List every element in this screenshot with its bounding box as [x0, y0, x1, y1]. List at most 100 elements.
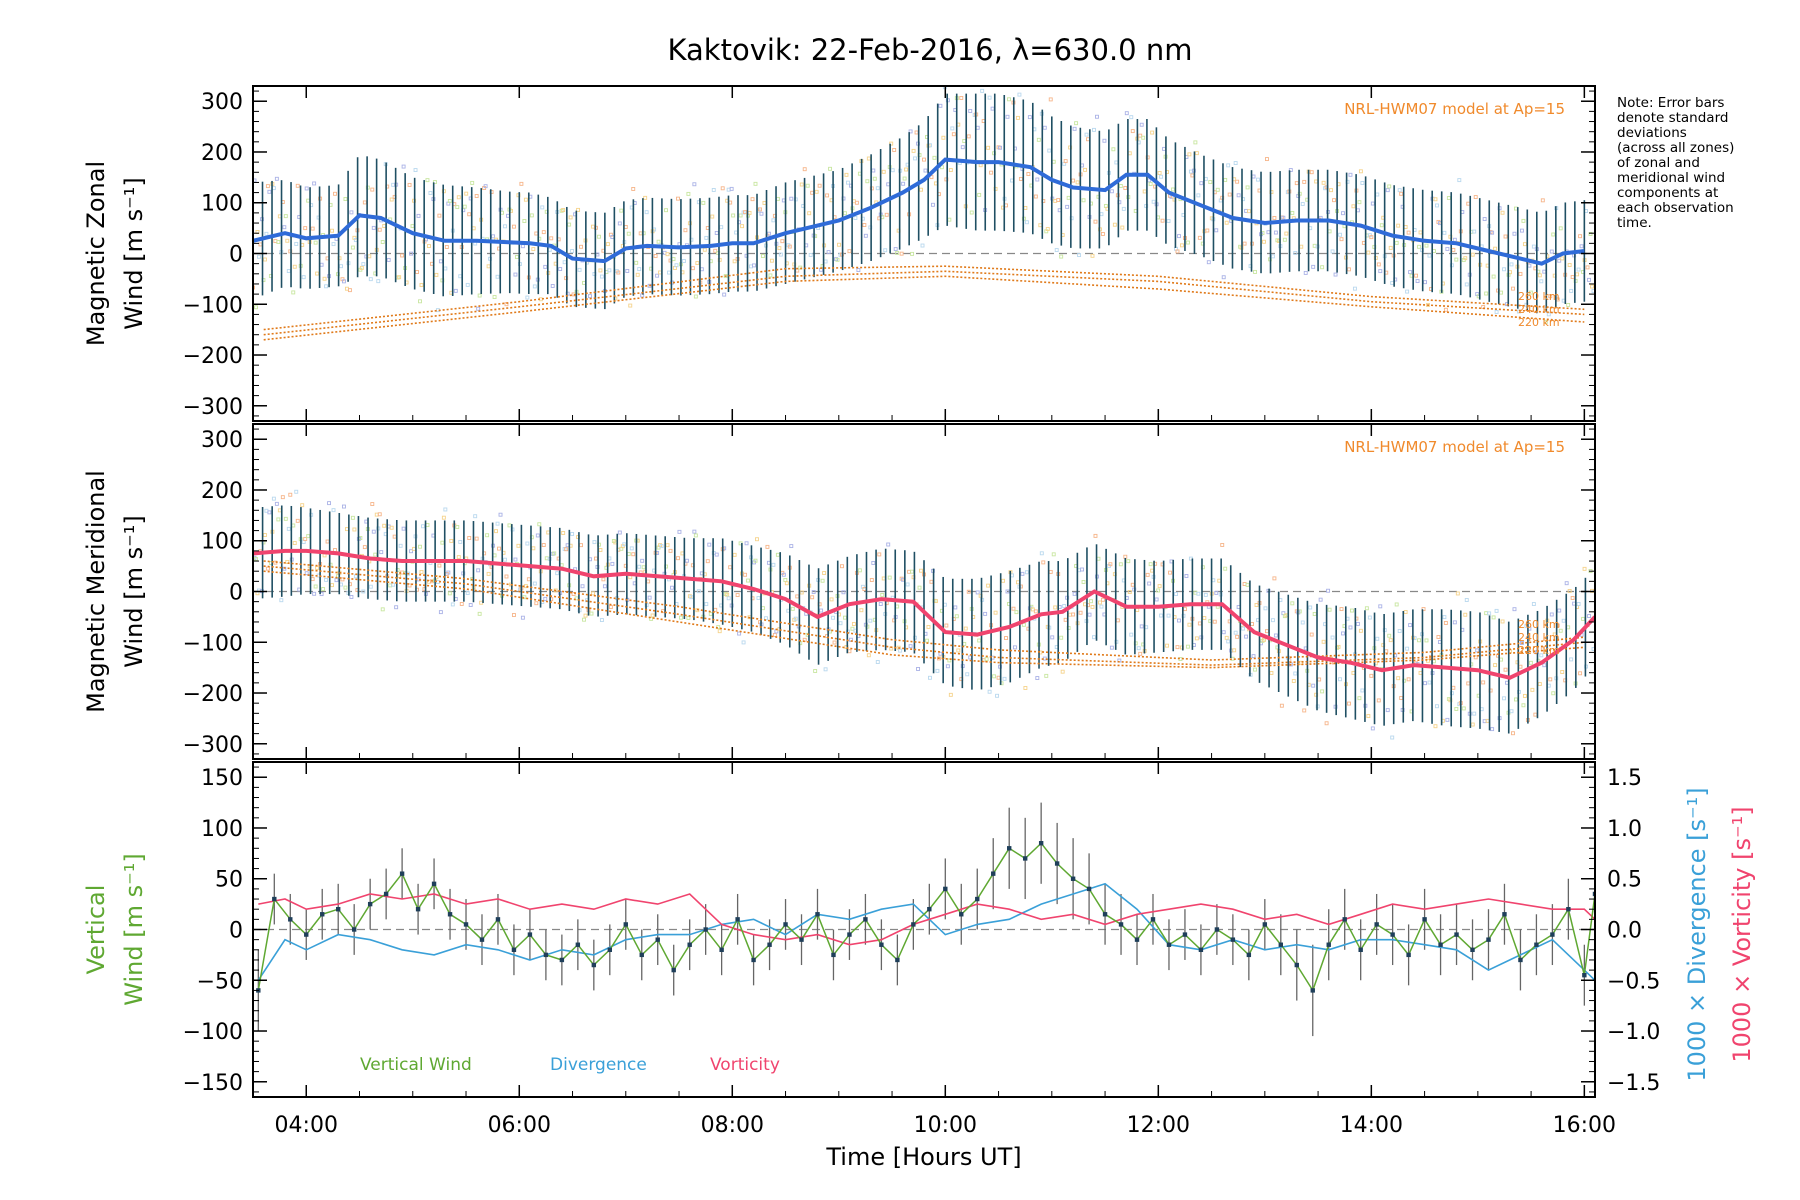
zone-sample	[910, 251, 915, 256]
zone-sample	[863, 233, 868, 238]
zone-sample	[783, 577, 788, 582]
zone-sample	[1063, 159, 1068, 164]
zone-sample	[1226, 163, 1231, 168]
zone-sample	[1426, 302, 1430, 307]
zone-sample	[1421, 607, 1426, 612]
zone-sample	[1321, 180, 1326, 185]
zone-sample	[755, 537, 759, 542]
zone-sample	[1464, 282, 1469, 287]
vertical-wind-point	[895, 957, 900, 963]
zone-sample	[425, 178, 430, 183]
zone-sample	[492, 553, 497, 558]
zone-sample	[851, 622, 856, 626]
zone-sample	[784, 581, 789, 586]
zone-sample	[1375, 636, 1380, 641]
vorticity-axis-label: 1000 × Vorticity [s⁻¹]	[1728, 806, 1756, 1062]
zone-sample	[507, 523, 512, 528]
vertical-wind-point	[1310, 988, 1315, 993]
zone-sample	[486, 264, 491, 269]
zone-sample	[397, 275, 402, 280]
zone-sample	[883, 248, 888, 253]
zone-sample	[589, 611, 594, 616]
y-tick-label: 300	[201, 90, 243, 115]
vertical-wind-point	[1086, 886, 1092, 892]
zone-sample	[835, 257, 840, 262]
zone-sample	[1235, 179, 1240, 184]
zone-sample	[1540, 198, 1545, 203]
zone-sample	[969, 210, 974, 215]
zone-sample	[312, 181, 317, 186]
zone-sample	[1578, 234, 1583, 239]
zone-sample	[558, 267, 563, 271]
zone-sample	[911, 148, 916, 153]
zone-sample	[1166, 613, 1171, 618]
zone-sample	[631, 552, 636, 557]
zone-sample	[637, 267, 642, 272]
zone-sample	[1197, 621, 1202, 626]
zone-sample	[401, 164, 406, 169]
zone-sample	[928, 675, 932, 680]
zone-sample	[1581, 616, 1586, 621]
zone-sample	[1077, 253, 1082, 258]
zone-sample	[495, 521, 500, 526]
x-tick-label: 14:00	[1340, 1113, 1403, 1138]
zone-sample	[1339, 607, 1344, 612]
zone-sample	[1396, 676, 1401, 681]
zone-sample	[954, 614, 959, 619]
zone-sample	[871, 560, 876, 565]
zone-sample	[1160, 218, 1165, 223]
zone-sample	[596, 234, 601, 239]
zone-sample	[793, 616, 798, 621]
note-line: denote standard	[1617, 110, 1728, 126]
zone-sample	[1503, 234, 1508, 239]
zone-sample	[987, 95, 992, 100]
meridional-plot-area	[253, 489, 1595, 740]
vertical-wind-point	[1550, 932, 1555, 937]
zone-sample	[568, 215, 573, 220]
zone-sample	[1527, 263, 1532, 268]
zone-sample	[599, 618, 604, 622]
zone-sample	[1123, 554, 1128, 559]
zone-sample	[1033, 609, 1038, 614]
zone-sample	[1427, 680, 1432, 685]
zone-sample	[312, 591, 317, 596]
zone-sample	[441, 515, 446, 520]
vertical-wind-point	[639, 952, 644, 958]
zone-sample	[823, 259, 828, 264]
zone-sample	[822, 571, 827, 575]
y-tick-label: −50	[197, 969, 243, 994]
meridional-ylabel-line1: Magnetic Meridional	[82, 470, 110, 713]
zone-sample	[1399, 696, 1404, 700]
zone-sample	[629, 546, 634, 551]
zone-sample	[875, 186, 880, 191]
zone-sample	[772, 632, 777, 637]
zone-sample	[1138, 133, 1143, 138]
zone-sample	[380, 240, 385, 244]
legend-vorticity: Vorticity	[710, 1055, 780, 1075]
zone-sample	[1341, 631, 1345, 636]
zone-sample	[382, 523, 387, 528]
zone-sample	[514, 255, 519, 259]
zone-sample	[353, 574, 358, 579]
zone-sample	[676, 196, 680, 201]
zone-sample	[1015, 115, 1020, 120]
zone-sample	[1436, 635, 1441, 639]
zone-sample	[904, 167, 909, 172]
zone-sample	[1054, 248, 1059, 253]
zone-sample	[579, 244, 583, 249]
zone-sample	[476, 306, 481, 311]
zone-sample	[1150, 130, 1155, 135]
zone-sample	[1338, 232, 1342, 237]
zone-sample	[622, 542, 627, 547]
zone-sample	[1370, 201, 1375, 206]
vertical-wind-point	[1374, 922, 1379, 927]
zone-sample	[370, 187, 375, 192]
y-tick-label: 200	[201, 141, 243, 166]
zone-sample	[693, 294, 698, 299]
zone-sample	[626, 551, 631, 556]
zone-sample	[1202, 616, 1207, 621]
zone-sample	[503, 557, 507, 562]
zone-sample	[780, 239, 785, 244]
zone-sample	[1099, 212, 1104, 217]
zone-sample	[811, 590, 816, 594]
